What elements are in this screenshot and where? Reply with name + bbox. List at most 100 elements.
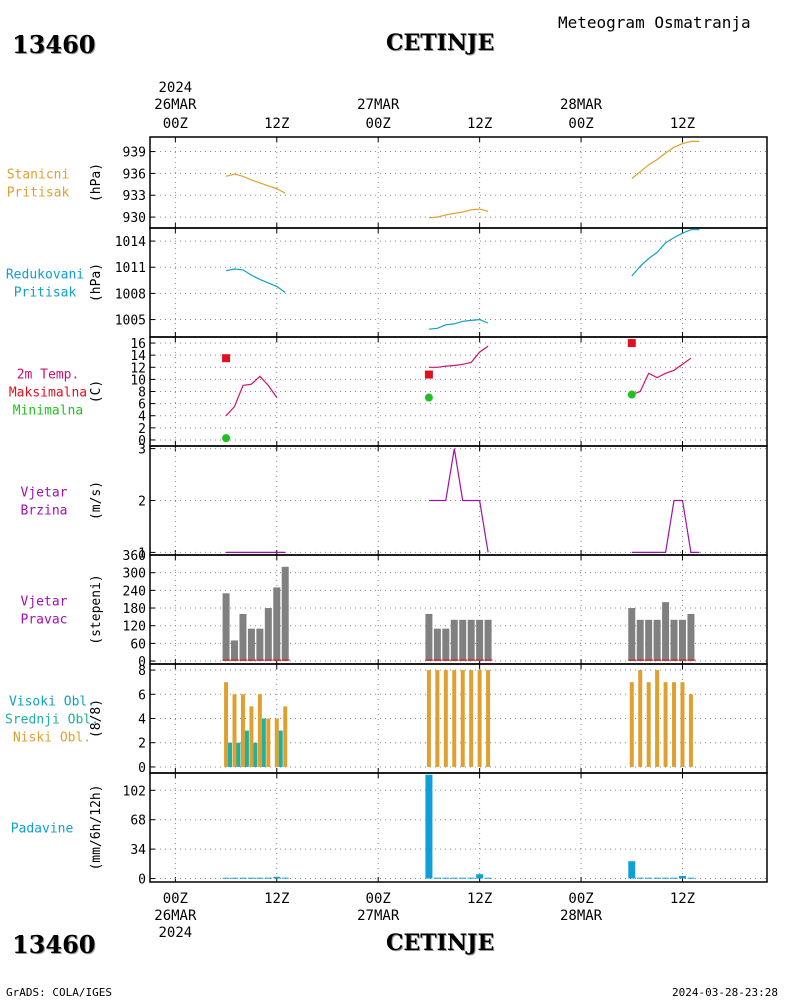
direction-bar bbox=[425, 613, 433, 662]
precip-bar bbox=[273, 876, 281, 879]
direction-bar bbox=[239, 613, 247, 662]
precip-bar bbox=[264, 877, 272, 879]
panel-label: Maksimalna bbox=[9, 386, 87, 401]
panel-frame bbox=[149, 227, 768, 338]
panel-label: Minimalna bbox=[13, 404, 83, 419]
panel-label: Pritisak bbox=[7, 186, 70, 201]
tmin-point bbox=[222, 434, 231, 443]
direction-bar bbox=[645, 619, 653, 662]
cloud-low-bar bbox=[452, 670, 457, 767]
y-tick-label: 3 bbox=[138, 443, 146, 458]
top-date-label: 27MAR bbox=[357, 97, 400, 113]
y-axis-label: (8/8) bbox=[89, 699, 104, 738]
y-tick-label: 1014 bbox=[115, 235, 146, 250]
cloud-low-bar bbox=[469, 670, 474, 767]
cloud-low-bar bbox=[460, 670, 465, 767]
panel-label: Pritisak bbox=[14, 286, 77, 301]
precip-bar bbox=[628, 861, 636, 879]
panel-label: Srednji Obl. bbox=[5, 713, 99, 728]
cloud-low-bar bbox=[232, 694, 237, 767]
y-tick-label: 10 bbox=[130, 373, 146, 388]
direction-bar bbox=[662, 602, 670, 662]
y-tick-label: 0 bbox=[138, 655, 146, 670]
bottom-hour-label: 12Z bbox=[467, 891, 492, 907]
tmax-point bbox=[424, 370, 433, 379]
precip-bar bbox=[281, 877, 289, 879]
bottom-hour-label: 00Z bbox=[568, 891, 593, 907]
tmin-point bbox=[424, 393, 433, 402]
y-tick-label: 8 bbox=[138, 664, 146, 679]
tmax-point bbox=[222, 354, 231, 363]
bottom-date-label: 28MAR bbox=[560, 908, 603, 924]
direction-bar bbox=[687, 613, 695, 662]
cloud-low-bar bbox=[477, 670, 482, 767]
precip-bar bbox=[256, 877, 264, 879]
precip-bar bbox=[450, 877, 458, 879]
station-id-top: 13460 bbox=[12, 30, 96, 59]
precip-bar bbox=[678, 875, 686, 879]
y-tick-label: 1008 bbox=[115, 287, 146, 302]
y-tick-label: 936 bbox=[123, 167, 146, 182]
y-tick-label: 6 bbox=[138, 688, 146, 703]
y-tick-label: 68 bbox=[130, 814, 146, 829]
y-tick-label: 34 bbox=[130, 843, 146, 858]
cloud-mid-bar bbox=[236, 742, 241, 767]
y-tick-label: 1005 bbox=[115, 314, 146, 329]
y-tick-label: 102 bbox=[123, 784, 146, 799]
y-tick-label: 0 bbox=[138, 761, 146, 776]
top-hour-label: 12Z bbox=[467, 116, 492, 132]
precip-bar bbox=[662, 877, 670, 879]
top-year-label: 2024 bbox=[158, 80, 192, 96]
y-tick-label: 60 bbox=[130, 637, 146, 652]
cloud-low-bar bbox=[240, 694, 245, 767]
series-line bbox=[428, 345, 489, 368]
cloud-low-bar bbox=[435, 670, 440, 767]
precip-bar bbox=[670, 877, 678, 879]
cloud-low-bar bbox=[266, 718, 271, 767]
panel-label: Vjetar bbox=[21, 486, 68, 501]
y-tick-label: 939 bbox=[123, 146, 146, 161]
precip-bar bbox=[247, 877, 255, 879]
direction-bar bbox=[467, 619, 475, 662]
direction-bar bbox=[442, 628, 450, 662]
top-hour-label: 00Z bbox=[568, 116, 593, 132]
precip-bar bbox=[231, 877, 239, 879]
y-tick-label: 0 bbox=[138, 873, 146, 888]
y-tick-label: 180 bbox=[123, 602, 146, 617]
bottom-hour-label: 00Z bbox=[163, 891, 188, 907]
top-hour-label: 00Z bbox=[163, 116, 188, 132]
cloud-low-bar bbox=[257, 694, 262, 767]
direction-bar bbox=[281, 566, 289, 662]
y-tick-label: 930 bbox=[123, 211, 146, 226]
cloud-mid-bar bbox=[278, 730, 283, 767]
top-hour-label: 00Z bbox=[366, 116, 391, 132]
panel-label: Redukovani bbox=[6, 268, 84, 283]
station-name-top: CETINJE bbox=[386, 30, 495, 56]
panel-label: Vjetar bbox=[21, 595, 68, 610]
y-tick-label: 1011 bbox=[115, 261, 146, 276]
direction-bar bbox=[273, 587, 281, 662]
cloud-low-bar bbox=[486, 670, 491, 767]
bottom-hour-label: 12Z bbox=[670, 891, 695, 907]
top-hour-label: 12Z bbox=[264, 116, 289, 132]
y-tick-label: 1 bbox=[138, 546, 146, 561]
precip-bar bbox=[239, 877, 247, 879]
y-tick-label: 14 bbox=[130, 349, 146, 364]
y-axis-label: (hPa) bbox=[89, 163, 104, 202]
y-tick-label: 8 bbox=[138, 386, 146, 401]
y-tick-label: 16 bbox=[130, 337, 146, 352]
bottom-hour-label: 12Z bbox=[264, 891, 289, 907]
series-line bbox=[631, 140, 700, 179]
series-line bbox=[225, 375, 278, 417]
direction-bar bbox=[459, 619, 467, 662]
panel-label: Padavine bbox=[11, 822, 74, 837]
panel-label: Pravac bbox=[21, 613, 68, 628]
panel-label: Visoki Obl. bbox=[9, 695, 95, 710]
direction-bar bbox=[653, 619, 661, 662]
station-id-bottom: 13460 bbox=[12, 930, 96, 959]
cloud-low-bar bbox=[426, 670, 431, 767]
precip-bar bbox=[687, 877, 695, 879]
cloud-low-bar bbox=[249, 706, 254, 767]
bottom-date-label: 26MAR bbox=[154, 908, 197, 924]
direction-bar bbox=[484, 619, 492, 662]
